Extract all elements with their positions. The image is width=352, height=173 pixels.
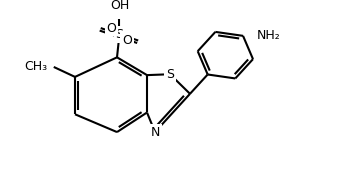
- Text: N: N: [150, 126, 160, 139]
- Text: NH₂: NH₂: [257, 29, 281, 42]
- Text: OH: OH: [110, 0, 129, 12]
- Text: S: S: [166, 68, 174, 81]
- Text: CH₃: CH₃: [25, 60, 48, 74]
- Text: S: S: [115, 28, 124, 41]
- Text: O: O: [107, 22, 117, 35]
- Text: O: O: [122, 34, 132, 47]
